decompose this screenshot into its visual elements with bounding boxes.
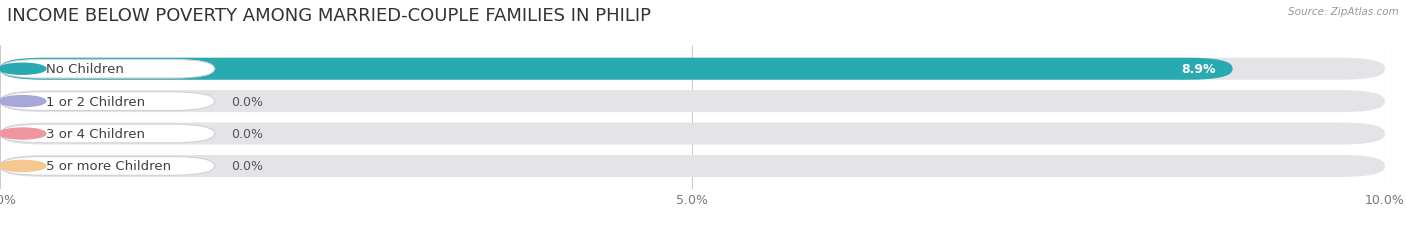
FancyBboxPatch shape [0,58,1385,80]
Circle shape [0,128,46,140]
Text: Source: ZipAtlas.com: Source: ZipAtlas.com [1288,7,1399,17]
FancyBboxPatch shape [0,125,215,143]
Text: 3 or 4 Children: 3 or 4 Children [46,128,145,140]
FancyBboxPatch shape [0,157,215,176]
Circle shape [0,96,46,107]
FancyBboxPatch shape [0,92,215,111]
FancyBboxPatch shape [0,123,1385,145]
Text: 0.0%: 0.0% [231,95,263,108]
Text: 0.0%: 0.0% [231,160,263,173]
FancyBboxPatch shape [0,155,1385,177]
Text: No Children: No Children [46,63,124,76]
Text: 8.9%: 8.9% [1181,63,1216,76]
Text: 0.0%: 0.0% [231,128,263,140]
FancyBboxPatch shape [0,60,215,79]
FancyBboxPatch shape [0,91,1385,113]
FancyBboxPatch shape [0,58,1233,80]
Text: 1 or 2 Children: 1 or 2 Children [46,95,145,108]
Text: INCOME BELOW POVERTY AMONG MARRIED-COUPLE FAMILIES IN PHILIP: INCOME BELOW POVERTY AMONG MARRIED-COUPL… [7,7,651,25]
Circle shape [0,64,46,75]
Text: 5 or more Children: 5 or more Children [46,160,170,173]
Circle shape [0,161,46,172]
